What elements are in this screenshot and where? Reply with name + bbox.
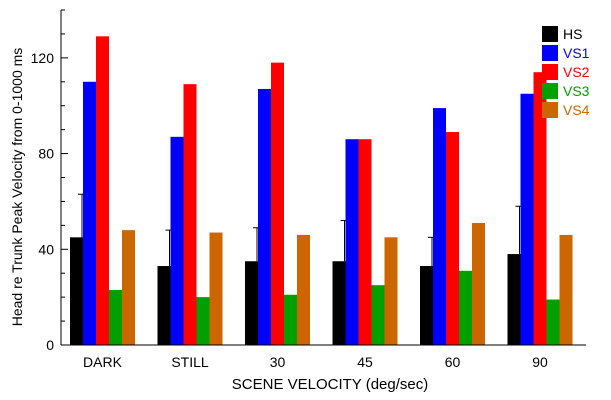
legend: HS VS1 VS2 VS3 VS4 — [542, 26, 590, 118]
bar-vs3 — [546, 299, 560, 345]
bar-hs — [70, 237, 83, 345]
bar-vs1 — [433, 108, 446, 345]
x-tick-label: STILL — [171, 354, 209, 370]
y-tick-label: 80 — [38, 146, 54, 162]
bar-vs3 — [459, 270, 472, 345]
bar-hs — [245, 261, 258, 345]
bar-vs1 — [258, 88, 271, 345]
axes-layer: 0 40 80 120 DARK STILL 30 45 60 90 — [31, 9, 586, 370]
y-tick-label: 40 — [38, 241, 54, 257]
x-tick-label: DARK — [83, 354, 123, 370]
bar-vs1 — [520, 93, 534, 345]
bar-vs4 — [209, 232, 223, 345]
bar-vs4 — [559, 234, 573, 345]
x-tick-label: 60 — [445, 354, 461, 370]
legend-swatch-vs1 — [542, 45, 558, 61]
bar-hs — [507, 254, 521, 345]
bar-vs2 — [96, 36, 109, 345]
bar-vs2 — [271, 62, 284, 346]
bars-layer — [70, 36, 573, 346]
x-axis-label: SCENE VELOCITY (deg/sec) — [232, 376, 428, 393]
bar-hs — [332, 261, 346, 345]
legend-swatch-vs4 — [542, 102, 558, 118]
x-tick-label: 45 — [357, 354, 373, 370]
legend-label-hs: HS — [563, 26, 582, 42]
x-tick-label: 90 — [532, 354, 548, 370]
y-axis-label: Head re Trunk Peak Velocity from 0-1000 … — [9, 48, 25, 327]
bar-vs4 — [384, 237, 398, 345]
legend-label-vs3: VS3 — [563, 83, 590, 99]
bar-vs4 — [472, 222, 485, 345]
legend-swatch-vs3 — [542, 83, 558, 99]
bar-vs4 — [122, 230, 135, 345]
bar-hs — [420, 266, 433, 345]
bar-vs2 — [533, 72, 547, 345]
bar-vs1 — [345, 139, 359, 345]
legend-swatch-hs — [542, 26, 558, 42]
bar-hs — [157, 266, 171, 345]
y-tick-label: 120 — [31, 50, 55, 66]
legend-label-vs4: VS4 — [563, 102, 590, 118]
bar-vs3 — [284, 294, 297, 345]
bar-vs4 — [297, 234, 310, 345]
bar-vs3 — [371, 285, 385, 345]
bar-vs2 — [183, 84, 197, 345]
bar-vs3 — [196, 297, 210, 345]
bar-vs1 — [83, 81, 96, 346]
bar-vs1 — [170, 136, 184, 345]
x-tick-label: 30 — [270, 354, 286, 370]
bar-vs2 — [358, 139, 372, 345]
legend-label-vs1: VS1 — [563, 45, 590, 61]
bar-vs2 — [446, 132, 459, 345]
bar-vs3 — [109, 289, 122, 345]
legend-label-vs2: VS2 — [563, 64, 590, 80]
legend-swatch-vs2 — [542, 64, 558, 80]
y-tick-label: 0 — [46, 337, 54, 353]
